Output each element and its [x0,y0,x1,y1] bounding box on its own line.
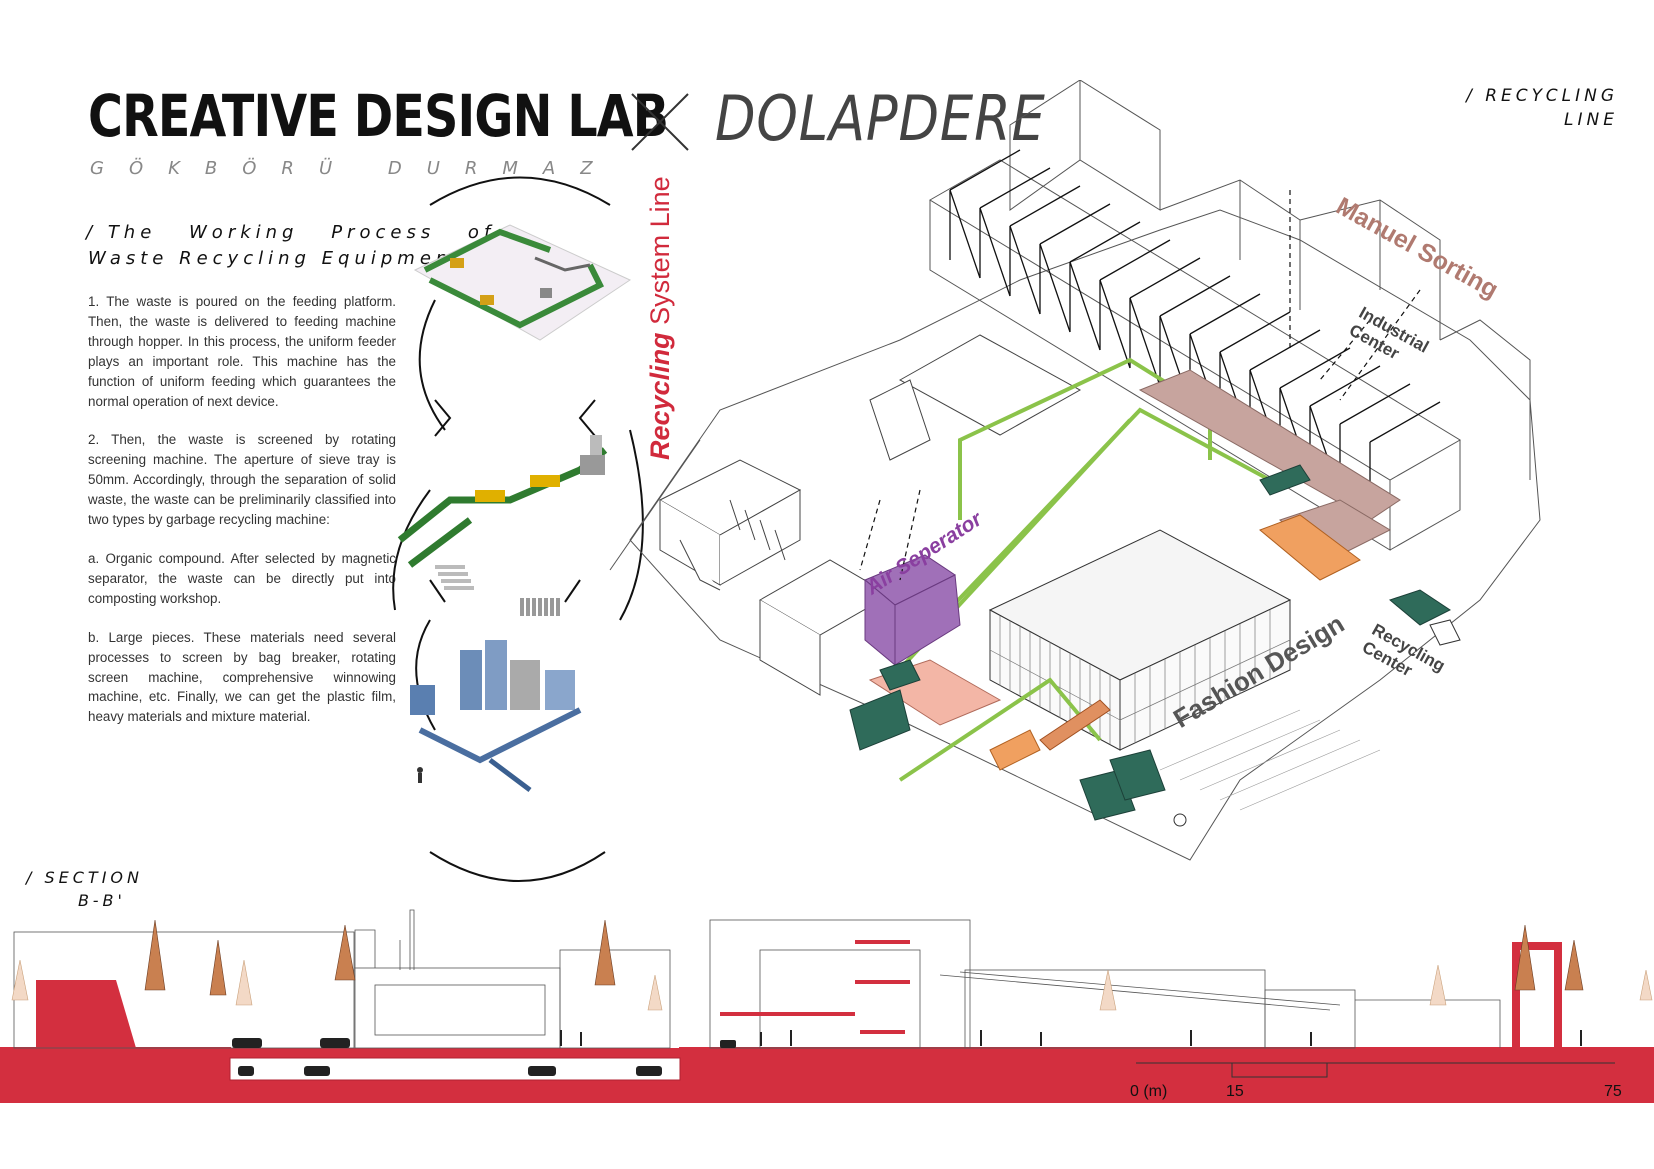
section-line1: / SECTION [26,868,143,887]
scale-zero-label: 0 (m) [1130,1083,1168,1100]
paragraph-2: 2. Then, the waste is screened by rotati… [88,432,396,528]
corner-line1: / RECYCLING [1466,86,1618,106]
scale-end-label: 75 [1604,1083,1622,1100]
equipment-illustrations [392,176,644,882]
paragraph-4: b. Large pieces. These materials need se… [88,629,396,725]
cross-icon [631,93,689,151]
heading-line2: Waste Recycling Equipment [88,248,465,269]
section-label: / SECTION B-B' [26,868,143,910]
recycling-line-image-2 [397,435,608,616]
author-name: GÖKBÖRÜ DURMAZ [90,158,618,179]
section-line2: B-B' [78,891,126,910]
recycling-line-corner-label: / RECYCLING LINE [1466,86,1618,130]
paragraph-3: a. Organic compound. After selected by m… [88,550,396,606]
recycling-line-image-1 [413,224,632,341]
axonometric-drawing [609,80,1541,861]
section-drawing [0,909,1654,1103]
process-heading: / The Working Process of [86,222,495,243]
page-subtitle: DOLAPDERE [715,82,1046,155]
page-title: CREATIVE DESIGN LAB [88,82,669,150]
scale-mid-label: 15 [1226,1083,1244,1100]
corner-line2: LINE [1564,110,1618,130]
heading-slash: / [86,222,98,243]
recycling-line-image-3 [410,640,582,792]
process-description: 1. The waste is poured on the feeding pl… [88,292,396,746]
paragraph-1: 1. The waste is poured on the feeding pl… [88,294,396,409]
heading-line1: The Working Process of [107,222,496,243]
